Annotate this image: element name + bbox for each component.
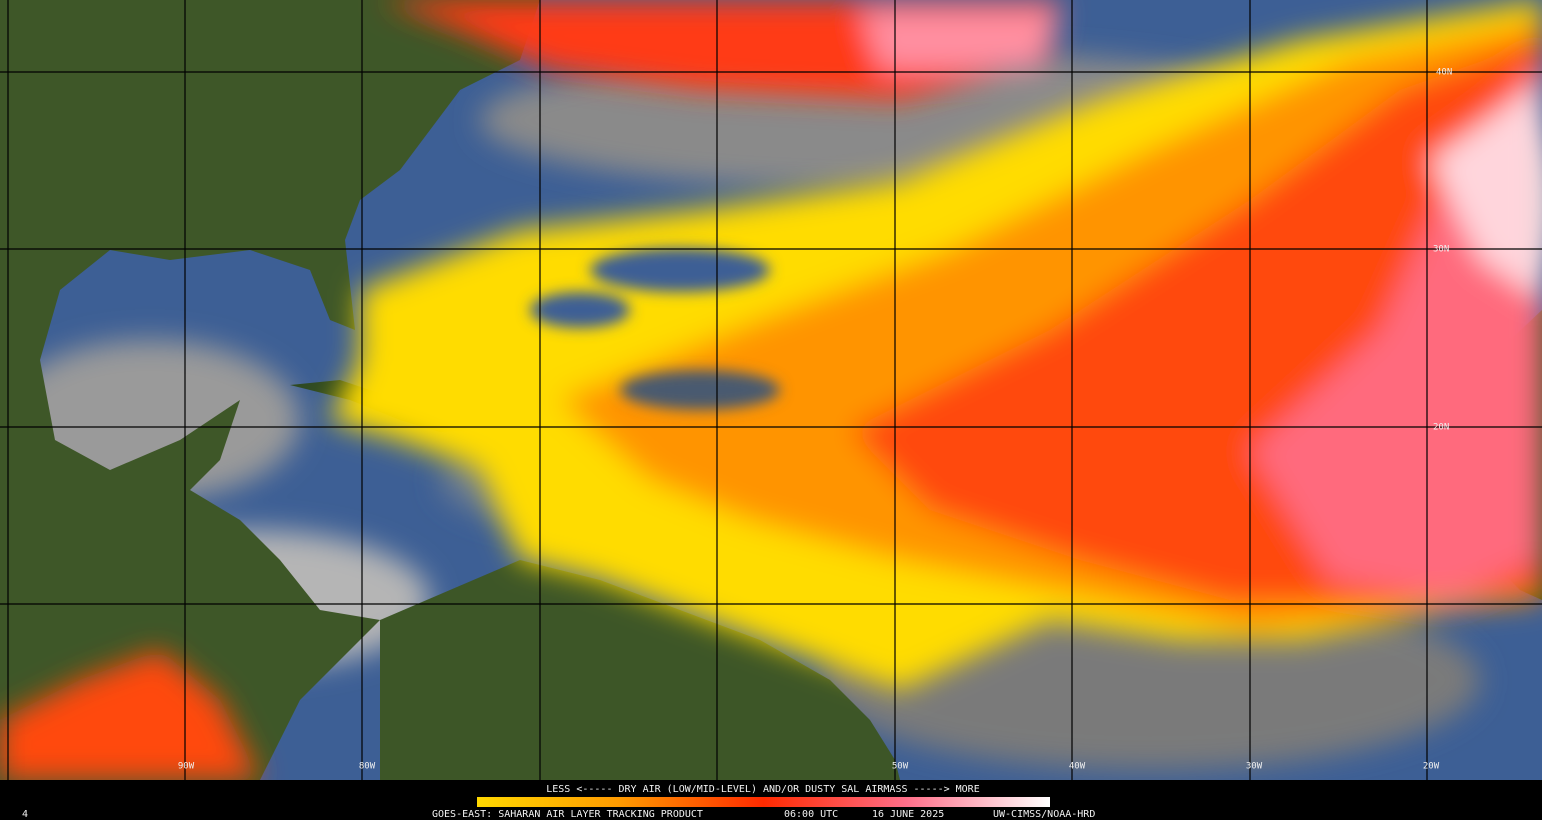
lon-label: 30W: [1246, 762, 1263, 772]
lon-label: 50W: [892, 762, 909, 772]
grid-labels: 40N 30N 20N 90W 80W 50W 40W 30W 20W: [178, 68, 1452, 772]
legend-bar: LESS <----- DRY AIR (LOW/MID-LEVEL) AND/…: [0, 780, 1542, 820]
date: 16 JUNE 2025: [872, 809, 944, 820]
frame-number: 4: [22, 809, 28, 820]
product-name: GOES-EAST: SAHARAN AIR LAYER TRACKING PR…: [432, 809, 703, 820]
lon-label: 40W: [1069, 762, 1086, 772]
lon-label: 90W: [178, 762, 195, 772]
legend-caption: LESS <----- DRY AIR (LOW/MID-LEVEL) AND/…: [546, 784, 979, 795]
dry-gaps: [530, 248, 780, 410]
sal-plume: [0, 0, 1542, 780]
credit: UW-CIMSS/NOAA-HRD: [993, 809, 1095, 820]
lat-label: 30N: [1433, 245, 1449, 255]
lat-label: 40N: [1436, 68, 1452, 78]
lat-lon-grid: [0, 0, 1542, 780]
lon-label: 20W: [1423, 762, 1440, 772]
lat-label: 20N: [1433, 423, 1449, 433]
map-imagery: [0, 0, 1542, 780]
time: 06:00 UTC: [784, 809, 838, 820]
color-scale: [477, 797, 1050, 807]
lon-label: 80W: [359, 762, 376, 772]
